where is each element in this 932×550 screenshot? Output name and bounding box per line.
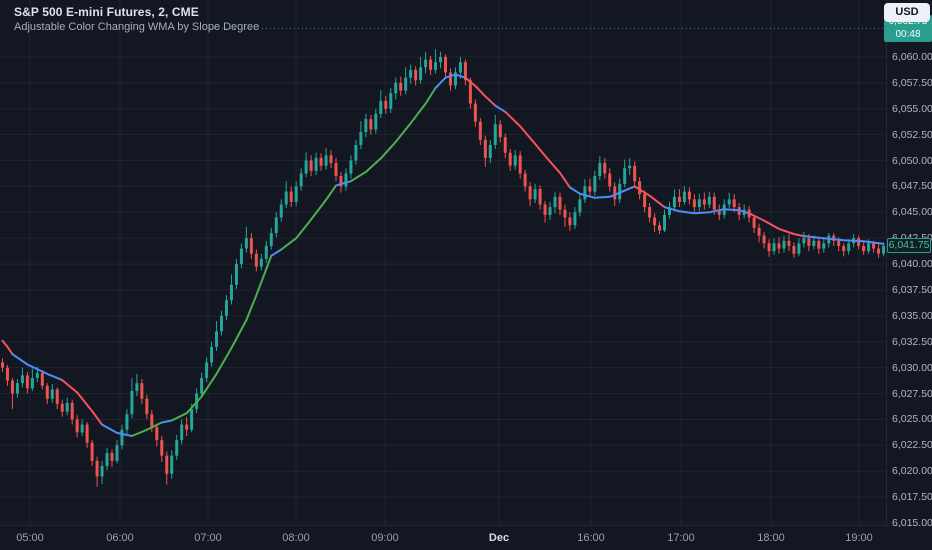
price-tick-label: 6,030.00	[892, 361, 932, 374]
last-price-label: 6,041.75	[887, 237, 931, 253]
time-tick-label: 07:00	[194, 532, 222, 544]
wma-indicator-line	[1, 73, 885, 437]
chart-canvas[interactable]	[0, 0, 886, 525]
currency-toggle-button[interactable]: USD	[884, 3, 930, 22]
time-axis[interactable]: 05:00 06:00 07:00 08:00 09:00 Dec 16:00 17:00 18…	[0, 525, 932, 550]
price-tick-label: 6,020.00	[892, 465, 932, 478]
time-tick-label: 17:00	[667, 532, 695, 544]
time-tick-label: 18:00	[757, 532, 785, 544]
time-tick-label: Dec	[488, 532, 510, 544]
price-tick-label: 6,045.00	[892, 206, 932, 219]
price-tick-label: 6,025.00	[892, 413, 932, 426]
time-tick-label: 16:00	[577, 532, 605, 544]
price-tick-label: 6,060.00	[892, 50, 932, 63]
candlestick-series	[1, 49, 886, 487]
price-tick-label: 6,015.00	[892, 516, 932, 529]
price-tick-label: 6,037.50	[892, 283, 932, 296]
time-tick-label: 05:00	[16, 532, 44, 544]
price-tick-label: 6,055.00	[892, 102, 932, 115]
price-axis[interactable]: 6,060.00 6,057.50 6,055.00 6,052.50 6,050.00…	[886, 0, 932, 529]
time-tick-label: 09:00	[371, 532, 399, 544]
price-tick-label: 6,047.50	[892, 180, 932, 193]
price-tick-label: 6,022.50	[892, 439, 932, 452]
countdown-timer: 00:48	[895, 29, 921, 40]
price-tick-label: 6,027.50	[892, 387, 932, 400]
time-tick-label: 08:00	[282, 532, 310, 544]
price-tick-label: 6,035.00	[892, 309, 932, 322]
grid-lines	[0, 0, 886, 525]
price-tick-label: 6,017.50	[892, 491, 932, 504]
time-tick-label: 19:00	[845, 532, 873, 544]
price-tick-label: 6,050.00	[892, 154, 932, 167]
price-tick-label: 6,057.50	[892, 76, 932, 89]
price-tick-label: 6,052.50	[892, 128, 932, 141]
time-tick-label: 06:00	[106, 532, 134, 544]
price-tick-label: 6,032.50	[892, 335, 932, 348]
price-tick-label: 6,040.00	[892, 258, 932, 271]
